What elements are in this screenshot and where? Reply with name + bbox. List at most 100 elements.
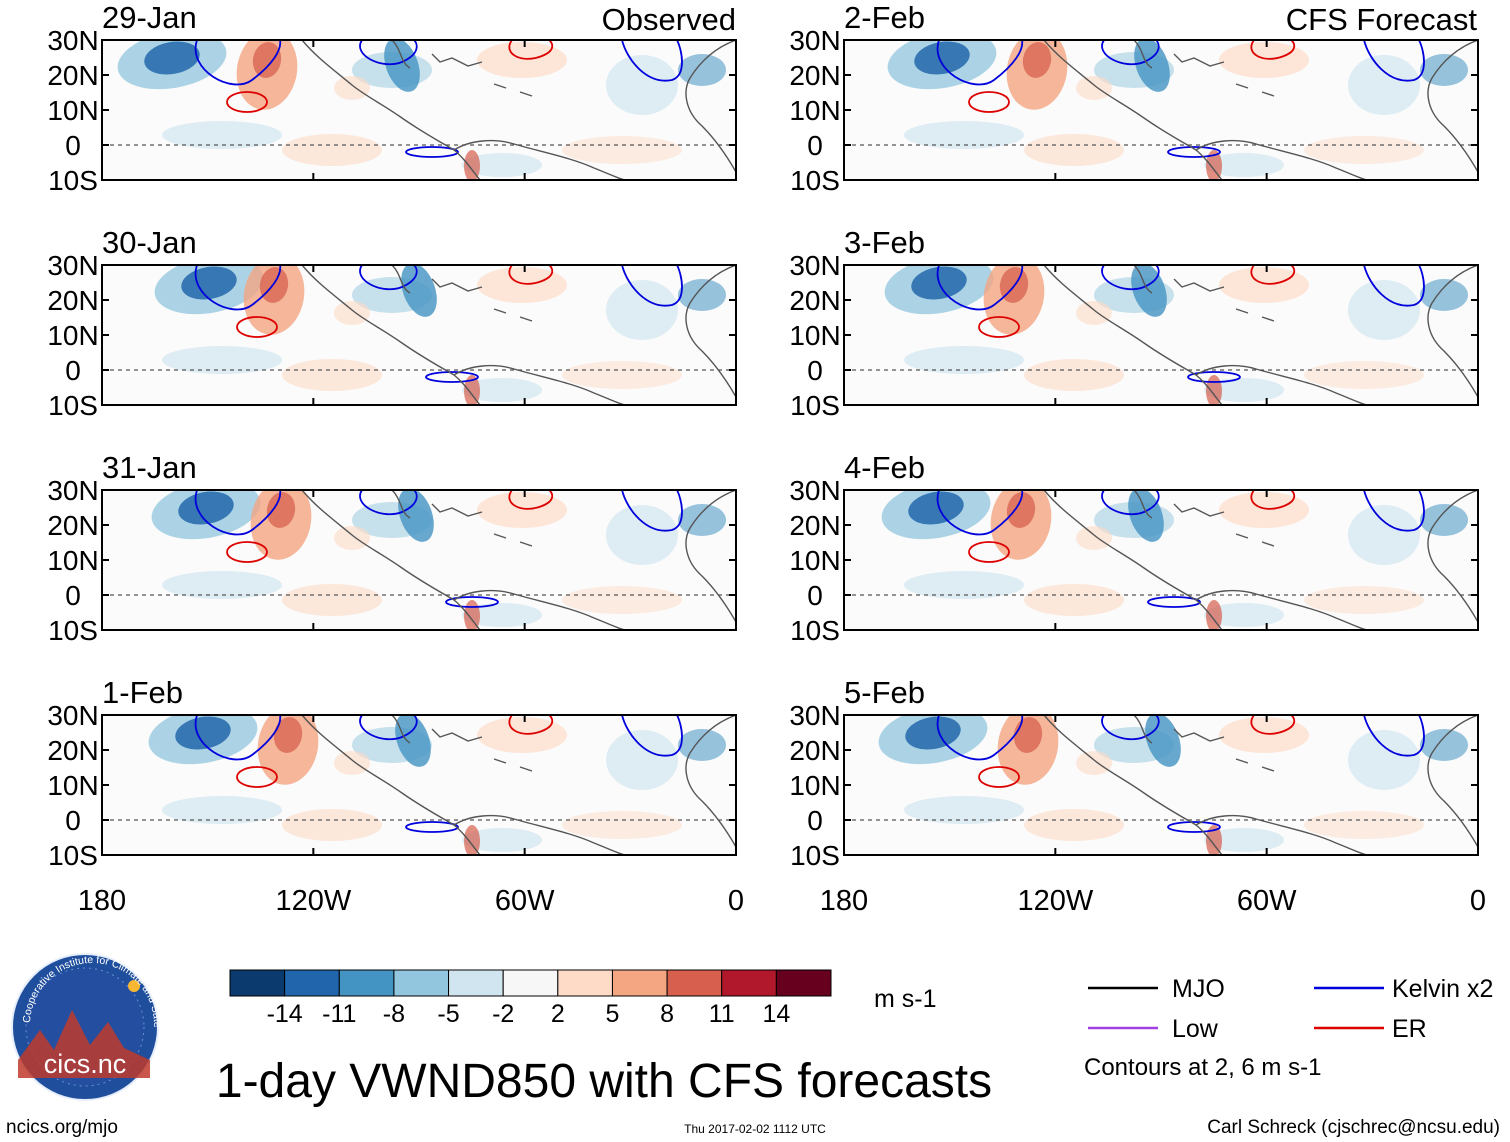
lat-tick-label: 20N [47, 60, 98, 91]
panel-date-label: 4-Feb [844, 450, 925, 485]
colorbar-segment [393, 969, 450, 997]
lon-tick-label: 60W [1237, 885, 1297, 917]
forecast-label: CFS Forecast [1286, 2, 1478, 37]
kelvin-contour [1363, 40, 1425, 82]
lat-tick-label: 30N [789, 250, 840, 281]
logo-text: cics.nc [44, 1049, 127, 1079]
footer-url: ncics.org/mjo [6, 1117, 118, 1138]
lat-tick-label: 30N [47, 475, 98, 506]
colorbar-level-label: -14 [267, 1000, 303, 1028]
colorbar-segment [721, 969, 777, 997]
panel-date-label: 30-Jan [102, 225, 197, 260]
lat-tick-label: 0 [807, 580, 823, 611]
colorbar-level-label: -8 [383, 1000, 405, 1028]
colorbar-segment [502, 969, 559, 997]
lat-tick-label: 10N [789, 770, 840, 801]
legend-label-er: ER [1392, 1015, 1427, 1043]
colorbar-level-label: 11 [709, 1000, 735, 1028]
map-panels: 30N20N10N010S29-Jan30N20N10N010S30-Jan30… [47, 0, 1479, 871]
lat-tick-label: 10S [790, 840, 840, 871]
chart-title: 1-day VWND850 with CFS forecasts [216, 1055, 992, 1108]
lat-tick-label: 0 [65, 130, 81, 161]
lat-tick-label: 10N [47, 770, 98, 801]
colorbar-level-label: 2 [551, 1000, 565, 1028]
lat-tick-label: 0 [807, 130, 823, 161]
kelvin-contour [405, 146, 459, 158]
lat-tick-label: 10N [47, 545, 98, 576]
coastline [301, 265, 736, 405]
kelvin-contour [621, 715, 683, 757]
kelvin-contour [194, 490, 282, 536]
colorbar-segment [448, 969, 504, 997]
lat-tick-label: 0 [807, 355, 823, 386]
lat-tick-label: 20N [789, 735, 840, 766]
lon-tick-label: 0 [1470, 885, 1486, 917]
kelvin-contour [621, 265, 683, 307]
map-panel: 30N 20N 10N 0 10S 4-Feb [789, 450, 1479, 646]
kelvin-contour [1101, 715, 1160, 741]
lat-tick-label: 10S [48, 390, 98, 421]
kelvin-contour [1187, 371, 1241, 383]
er-contour [508, 715, 554, 735]
kelvin-contour [1147, 596, 1201, 608]
lat-tick-label: 20N [789, 510, 840, 541]
kelvin-contour [359, 40, 418, 66]
er-contour [226, 91, 268, 113]
colorbar-level-label: -5 [437, 1000, 459, 1028]
contour-note: Contours at 2, 6 m s-1 [1084, 1054, 1321, 1081]
er-contour [508, 490, 554, 510]
legend: MJO Kelvin x2 Low ER Contours at 2, 6 m … [1084, 975, 1493, 1081]
colorbar-level-label: -11 [322, 1000, 356, 1028]
map-panel: 30N 20N 10N 0 10S 30-Jan [47, 225, 737, 421]
lat-tick-label: 0 [65, 805, 81, 836]
colorbar-level-label: -2 [492, 1000, 514, 1028]
kelvin-contour [1363, 715, 1425, 757]
kelvin-contour [194, 265, 282, 311]
legend-label-mjo: MJO [1172, 975, 1225, 1003]
map-panel: 30N 20N 10N 0 10S 1-Feb [47, 675, 737, 871]
colorbar-segment [284, 969, 340, 997]
er-contour [968, 541, 1010, 563]
coastline [1043, 490, 1478, 630]
lat-tick-label: 30N [47, 250, 98, 281]
lon-tick-label: 180 [78, 885, 126, 917]
panel-field [102, 715, 736, 855]
coastline [1043, 40, 1478, 180]
lat-tick-label: 10S [48, 165, 98, 196]
kelvin-contour [359, 265, 418, 291]
er-contour [226, 541, 268, 563]
lon-tick-label: 120W [275, 885, 351, 917]
legend-label-low: Low [1172, 1015, 1219, 1043]
kelvin-contour [445, 596, 499, 608]
kelvin-contour [1363, 490, 1425, 532]
panel-field [844, 490, 1478, 630]
lat-tick-label: 30N [47, 700, 98, 731]
lat-tick-label: 20N [789, 285, 840, 316]
colorbar-segment [666, 969, 723, 997]
colorbar: -14 -11 -8 -5 -2 2 5 8 11 14 [229, 969, 832, 1028]
kelvin-contour [936, 715, 1024, 761]
kelvin-contour [1167, 146, 1221, 158]
lon-tick-label: 180 [820, 885, 868, 917]
logo-sun [128, 980, 140, 992]
er-contour [968, 91, 1010, 113]
panel-date-label: 2-Feb [844, 0, 925, 35]
lat-tick-label: 10S [790, 390, 840, 421]
kelvin-contour [425, 371, 479, 383]
kelvin-contour [936, 490, 1024, 536]
lon-tick-label: 120W [1017, 885, 1093, 917]
kelvin-contour [1167, 821, 1221, 833]
er-contour [978, 766, 1020, 788]
panel-date-label: 1-Feb [102, 675, 183, 710]
lat-tick-label: 10N [789, 320, 840, 351]
kelvin-contour [1101, 490, 1160, 516]
kelvin-contour [405, 821, 459, 833]
er-contour [508, 40, 554, 60]
coastline [301, 40, 736, 180]
map-panel: 30N 20N 10N 0 10S 3-Feb [789, 225, 1479, 421]
panel-field [844, 40, 1478, 180]
panel-date-label: 29-Jan [102, 0, 197, 35]
panel-field [102, 490, 736, 630]
coastline [301, 715, 736, 855]
